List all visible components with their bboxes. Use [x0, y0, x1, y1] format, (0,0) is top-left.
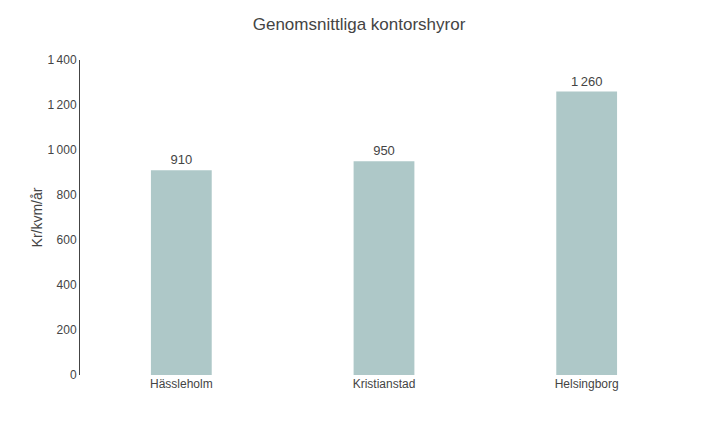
svg-text:Hässleholm: Hässleholm [150, 377, 213, 391]
svg-text:1 260: 1 260 [571, 74, 603, 89]
svg-text:Kristianstad: Kristianstad [353, 377, 416, 391]
svg-text:910: 910 [170, 152, 192, 167]
svg-text:Kr/kvm/år: Kr/kvm/år [29, 187, 45, 247]
svg-text:950: 950 [373, 143, 395, 158]
svg-text:800: 800 [57, 188, 77, 202]
svg-text:400: 400 [57, 278, 77, 292]
svg-text:1 200: 1 200 [47, 98, 76, 112]
svg-text:1 000: 1 000 [47, 143, 76, 157]
svg-text:0: 0 [70, 368, 77, 382]
svg-text:200: 200 [57, 323, 77, 337]
svg-text:1 400: 1 400 [47, 53, 76, 67]
svg-text:600: 600 [57, 233, 77, 247]
svg-text:Helsingborg: Helsingborg [555, 377, 619, 391]
svg-text:Genomsnittliga kontorshyror: Genomsnittliga kontorshyror [253, 15, 466, 34]
